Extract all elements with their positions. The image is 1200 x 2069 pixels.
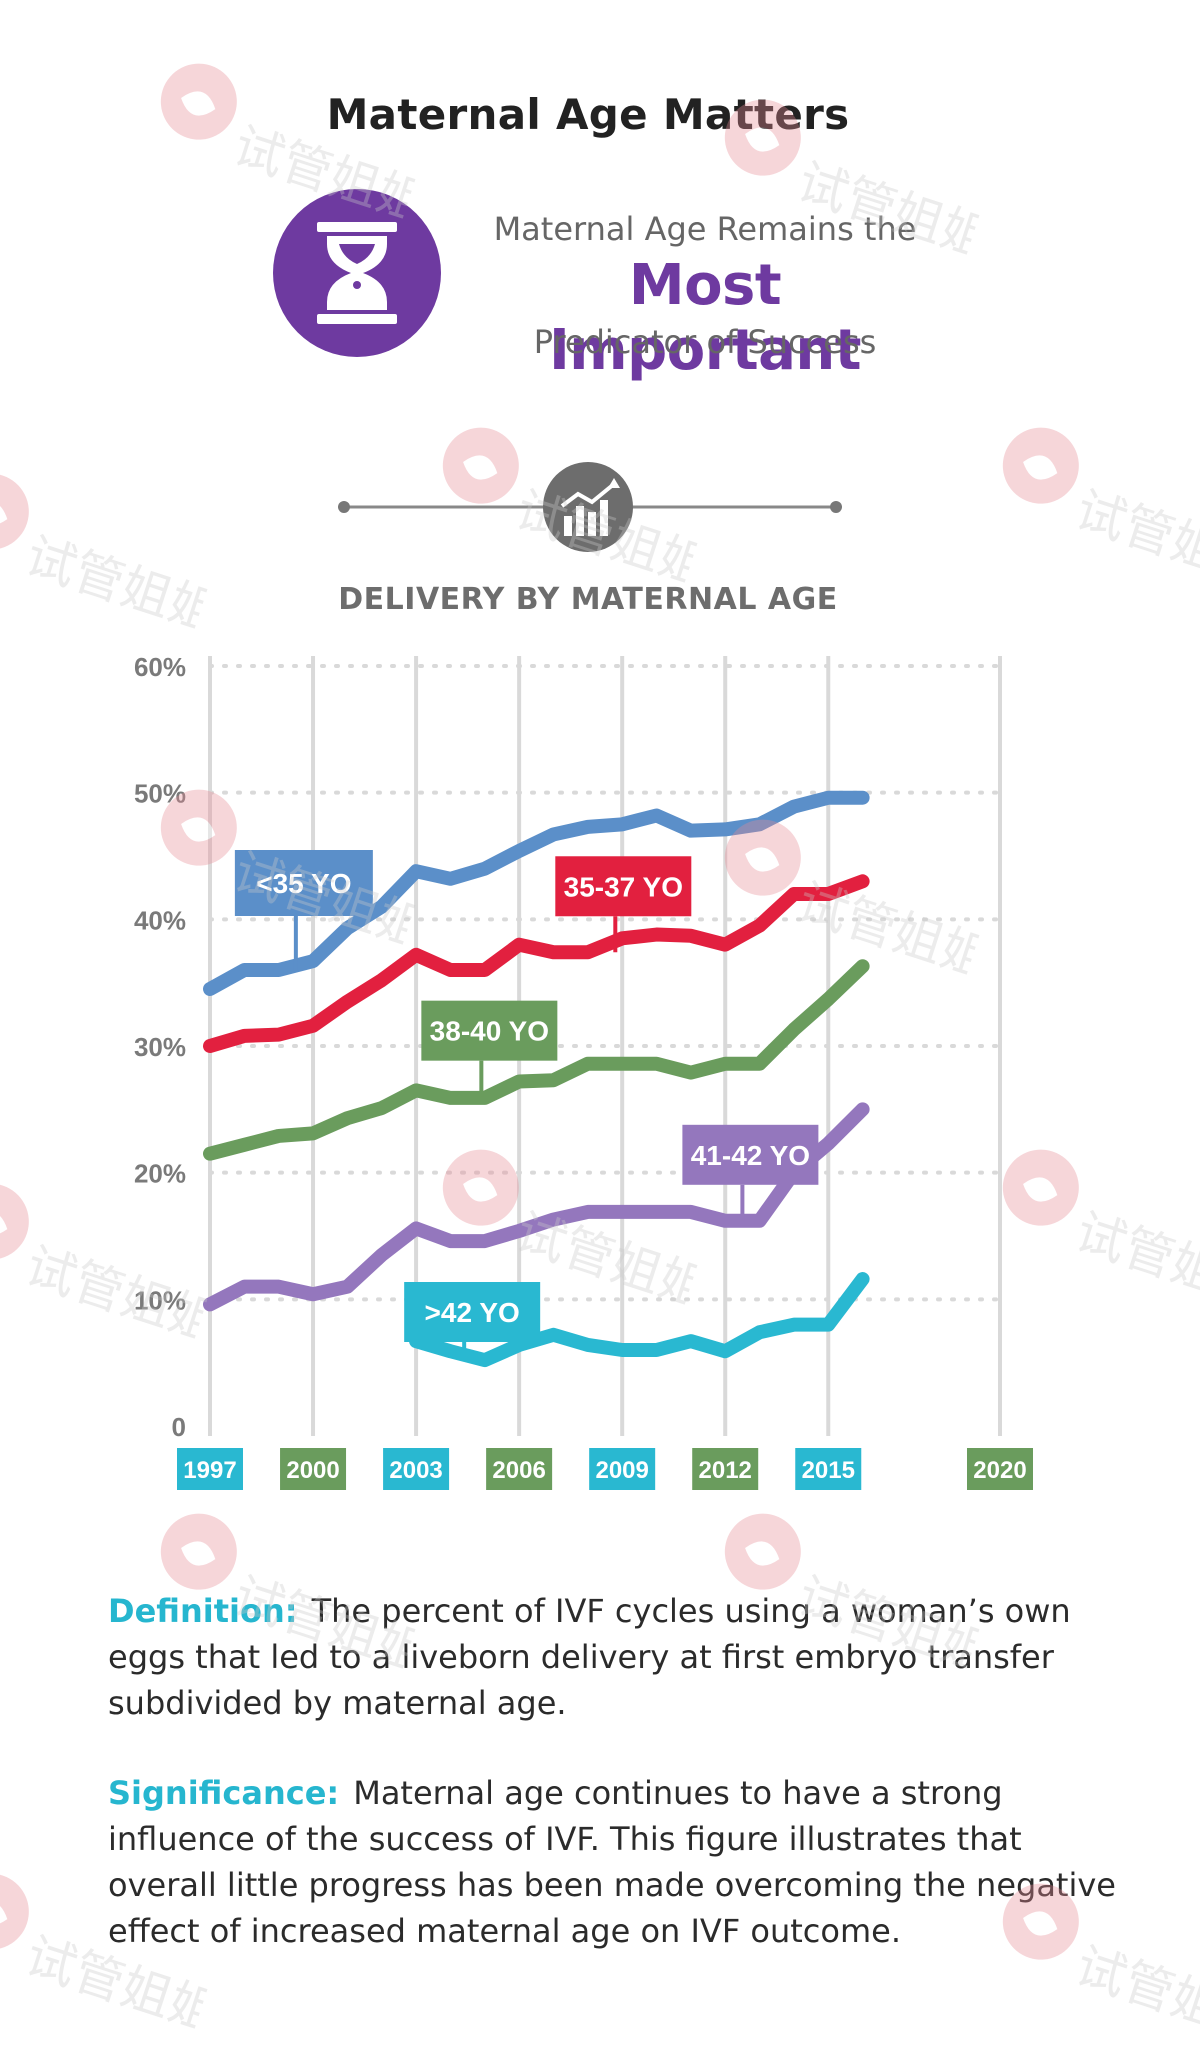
series-line — [203, 790, 870, 996]
series-label: 41-42 YO — [691, 1140, 810, 1171]
series-label-box — [234, 850, 373, 916]
definition-term: Definition: — [108, 1592, 298, 1630]
x-tick-box — [795, 1448, 862, 1490]
page-title: Maternal Age Matters — [326, 90, 850, 139]
x-tick-label: 2006 — [492, 1457, 545, 1484]
bar-chart-trend-icon — [543, 462, 633, 552]
x-tick-label: 2003 — [389, 1457, 442, 1484]
chart-title: DELIVERY BY MATERNAL AGE — [338, 582, 838, 617]
y-tick-label: 20% — [134, 1159, 186, 1189]
significance-body: Maternal age continues to have a strong … — [108, 1774, 1116, 1950]
hourglass-badge — [253, 188, 461, 358]
definition-body: The percent of IVF cycles using a woman’… — [108, 1592, 1071, 1722]
x-tick-box — [383, 1448, 450, 1490]
y-tick-label: 30% — [134, 1032, 186, 1062]
x-tick-label: 2012 — [699, 1457, 752, 1484]
significance-paragraph: Significance: Maternal age continues to h… — [108, 1770, 1118, 1954]
series-label-box — [555, 856, 692, 917]
series-line — [203, 1102, 870, 1312]
y-tick-label: 50% — [134, 779, 186, 809]
series-line — [203, 874, 870, 1053]
chart-header-divider — [330, 462, 850, 558]
watermark-text: 试管姐姐 — [1069, 480, 1200, 597]
x-tick-box — [692, 1448, 759, 1490]
tagline-bottom: Predicator of Success — [533, 323, 877, 361]
x-tick-label: 1997 — [183, 1457, 236, 1484]
hourglass-icon — [273, 189, 441, 357]
x-tick-label: 2015 — [802, 1457, 855, 1484]
series-label-box — [421, 1000, 558, 1061]
tagline-main: Most Important — [548, 253, 862, 383]
y-tick-label: 0 — [172, 1412, 186, 1442]
series-label: 38-40 YO — [430, 1016, 549, 1047]
y-tick-label: 40% — [134, 905, 186, 935]
series-label: <35 YO — [256, 868, 351, 899]
series-label: 35-37 YO — [564, 871, 683, 902]
significance-term: Significance: — [108, 1774, 340, 1812]
x-tick-box — [177, 1448, 243, 1490]
tagline-top: Maternal Age Remains the — [493, 210, 917, 248]
x-tick-box — [486, 1448, 553, 1490]
x-tick-label: 2000 — [286, 1457, 339, 1484]
series-line — [203, 959, 870, 1161]
x-tick-box — [967, 1448, 1033, 1490]
series-label-box — [404, 1282, 541, 1342]
definition-paragraph: Definition: The percent of IVF cycles usi… — [108, 1588, 1118, 1726]
delivery-chart: <35 YO 35-37 YO 38-40 YO 41-42 YO >42 YO 0 10… — [0, 630, 1200, 1510]
series-line — [409, 1272, 870, 1368]
y-tick-label: 60% — [134, 652, 186, 682]
series-label: >42 YO — [425, 1297, 520, 1328]
x-tick-label: 2020 — [973, 1457, 1026, 1484]
x-tick-label: 2009 — [595, 1457, 648, 1484]
y-tick-label: 10% — [134, 1285, 186, 1315]
x-tick-box — [280, 1448, 347, 1490]
x-tick-box — [589, 1448, 656, 1490]
series-label-box — [682, 1124, 819, 1185]
